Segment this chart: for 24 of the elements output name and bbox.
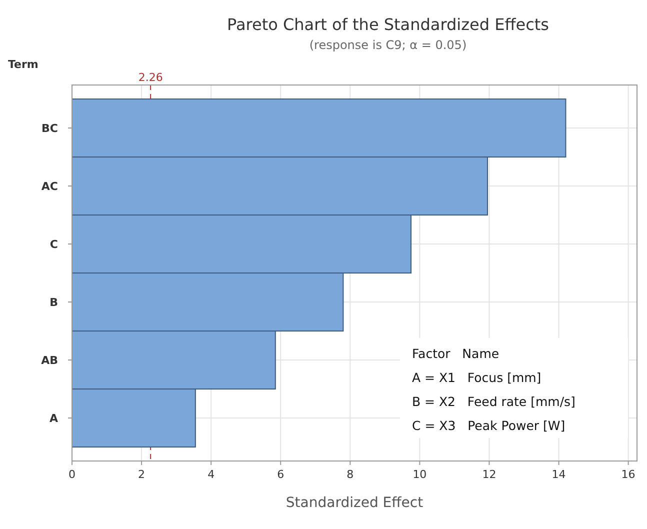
y-tick-label: A <box>49 412 58 425</box>
y-tick-label: AB <box>41 354 58 367</box>
ref-line-label: 2.26 <box>138 71 163 84</box>
x-tick-label: 8 <box>346 468 354 481</box>
annotation: C = X3 Peak Power [W] <box>412 418 566 433</box>
chart-subtitle: (response is C9; α = 0.05) <box>309 38 467 52</box>
y-axis-title: Term <box>8 58 38 71</box>
y-tick-label: C <box>50 238 58 251</box>
x-tick-label: 12 <box>482 468 496 481</box>
chart-title: Pareto Chart of the Standardized Effects <box>227 15 549 34</box>
y-tick-label: B <box>50 296 58 309</box>
x-tick-label: 4 <box>208 468 215 481</box>
x-tick-label: 6 <box>277 468 284 481</box>
annotation: A = X1 Focus [mm] <box>412 370 542 385</box>
y-tick-label: AC <box>41 180 58 193</box>
y-tick-label: BC <box>42 122 58 135</box>
x-axis-title: Standardized Effect <box>286 495 424 511</box>
annotation: B = X2 Feed rate [mm/s] <box>412 394 576 409</box>
x-tick-label: 14 <box>552 468 566 481</box>
x-tick-label: 2 <box>138 468 146 481</box>
x-tick-label: 0 <box>68 468 76 481</box>
x-tick-label: 10 <box>412 468 427 481</box>
annotation: Factor Name <box>412 346 500 361</box>
x-tick-label: 16 <box>621 468 636 481</box>
